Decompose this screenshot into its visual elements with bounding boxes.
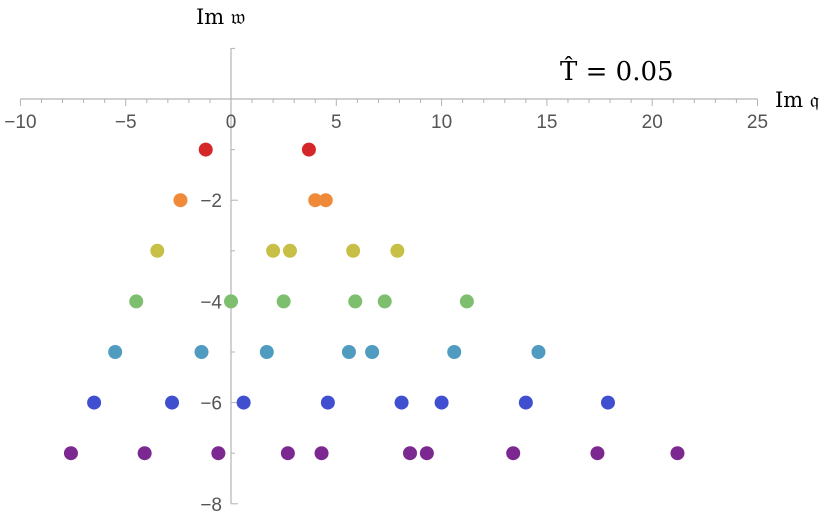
data-point [63, 446, 78, 461]
data-point [459, 294, 474, 309]
axes [20, 48, 758, 504]
x-tick-label: 20 [642, 112, 663, 133]
data-point [670, 446, 685, 461]
y-tick-label: −4 [200, 292, 222, 313]
data-point [129, 294, 144, 309]
data-point [165, 395, 180, 410]
x-tick-label: 15 [536, 112, 557, 133]
data-point [108, 345, 123, 359]
y-tick-label: −8 [200, 495, 222, 516]
data-point [198, 142, 213, 157]
data-point [318, 193, 333, 208]
data-point [211, 446, 226, 461]
data-point [301, 142, 316, 157]
data-point [308, 193, 323, 208]
x-tick-label: 0 [226, 112, 237, 133]
data-point [348, 294, 363, 309]
x-tick-label: 10 [431, 112, 452, 133]
data-point [403, 446, 418, 461]
data-point [600, 395, 615, 410]
data-point [447, 345, 462, 359]
data-point [346, 243, 361, 258]
data-point [506, 446, 521, 461]
x-tick-label: −5 [115, 112, 137, 133]
x-axis-label: Im 𝔮 [775, 88, 819, 112]
data-point [394, 395, 409, 410]
data-point [282, 243, 297, 258]
data-point [137, 446, 152, 461]
data-point [314, 446, 329, 461]
data-point [390, 243, 405, 258]
data-point [194, 345, 209, 359]
temperature-annotation: T̂ = 0.05 [560, 56, 674, 87]
data-point [518, 395, 533, 410]
data-point [531, 345, 546, 359]
data-point [224, 294, 238, 309]
data-point [87, 395, 102, 410]
data-point [419, 446, 434, 461]
data-point [320, 395, 335, 410]
data-point [150, 243, 165, 258]
x-tick-label: −10 [4, 112, 36, 133]
data-point [341, 345, 356, 359]
data-point [590, 446, 605, 461]
x-tick-label: 5 [331, 112, 342, 133]
data-point [266, 243, 281, 258]
y-axis-label: Im 𝔴 [196, 5, 245, 29]
data-point [280, 446, 295, 461]
data-point [365, 345, 380, 359]
x-tick-label: 25 [747, 112, 768, 133]
data-point [276, 294, 291, 309]
axis-ticks [19, 47, 758, 505]
data-point [434, 395, 449, 410]
data-point [259, 345, 274, 359]
data-points [63, 142, 685, 461]
data-point [173, 193, 188, 208]
tick-labels: −10 −5 0 5 10 15 20 25 −2 −4 −6 −8 [4, 112, 768, 516]
data-point [377, 294, 392, 309]
y-tick-label: −6 [200, 394, 222, 415]
data-point [236, 395, 251, 410]
y-tick-label: −2 [200, 191, 222, 212]
